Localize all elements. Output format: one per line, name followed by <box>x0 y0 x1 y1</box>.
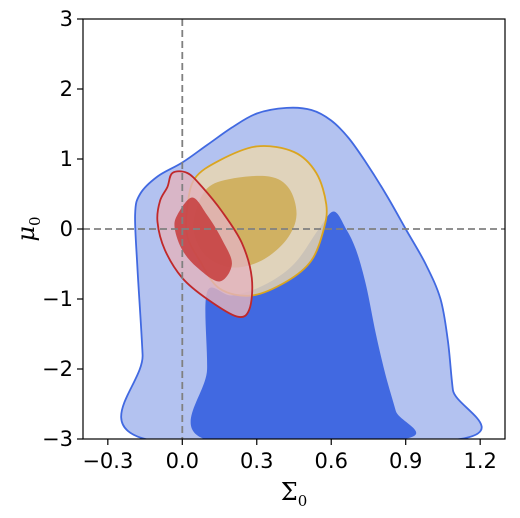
x-axis-label-sub: 0 <box>298 492 308 510</box>
x-tick-label: 0.3 <box>240 449 273 473</box>
y-axis-label-main: μ <box>12 226 40 242</box>
x-tick-label: 0.6 <box>315 449 348 473</box>
x-tick-label: 0.0 <box>166 449 199 473</box>
reference-lines <box>83 19 505 439</box>
x-axis-label-main: Σ <box>281 478 298 506</box>
contour-layer <box>120 106 483 439</box>
y-tick-label: −3 <box>42 427 73 451</box>
y-tick-label: 1 <box>60 147 73 171</box>
contour-inner-2 <box>174 197 232 282</box>
x-tick-label: 0.9 <box>389 449 422 473</box>
y-tick-label: −1 <box>42 287 73 311</box>
y-tick-label: −2 <box>42 357 73 381</box>
x-tick-label: −0.3 <box>82 449 133 473</box>
y-axis-label: μ0 <box>12 216 44 241</box>
contour-inner-0 <box>190 211 417 439</box>
x-axis-label: Σ0 <box>281 478 308 510</box>
y-axis-label-sub: 0 <box>26 216 44 226</box>
y-tick-label: 3 <box>60 7 73 31</box>
y-tick-label: 2 <box>60 77 73 101</box>
x-tick-label: 1.2 <box>463 449 496 473</box>
contour-series-2 <box>156 170 254 318</box>
y-axis-ticks: −3 −2 −1 0 1 2 3 <box>42 7 83 451</box>
y-tick-label: 0 <box>60 217 73 241</box>
x-axis-ticks: −0.3 0.0 0.3 0.6 0.9 1.2 <box>82 439 497 473</box>
